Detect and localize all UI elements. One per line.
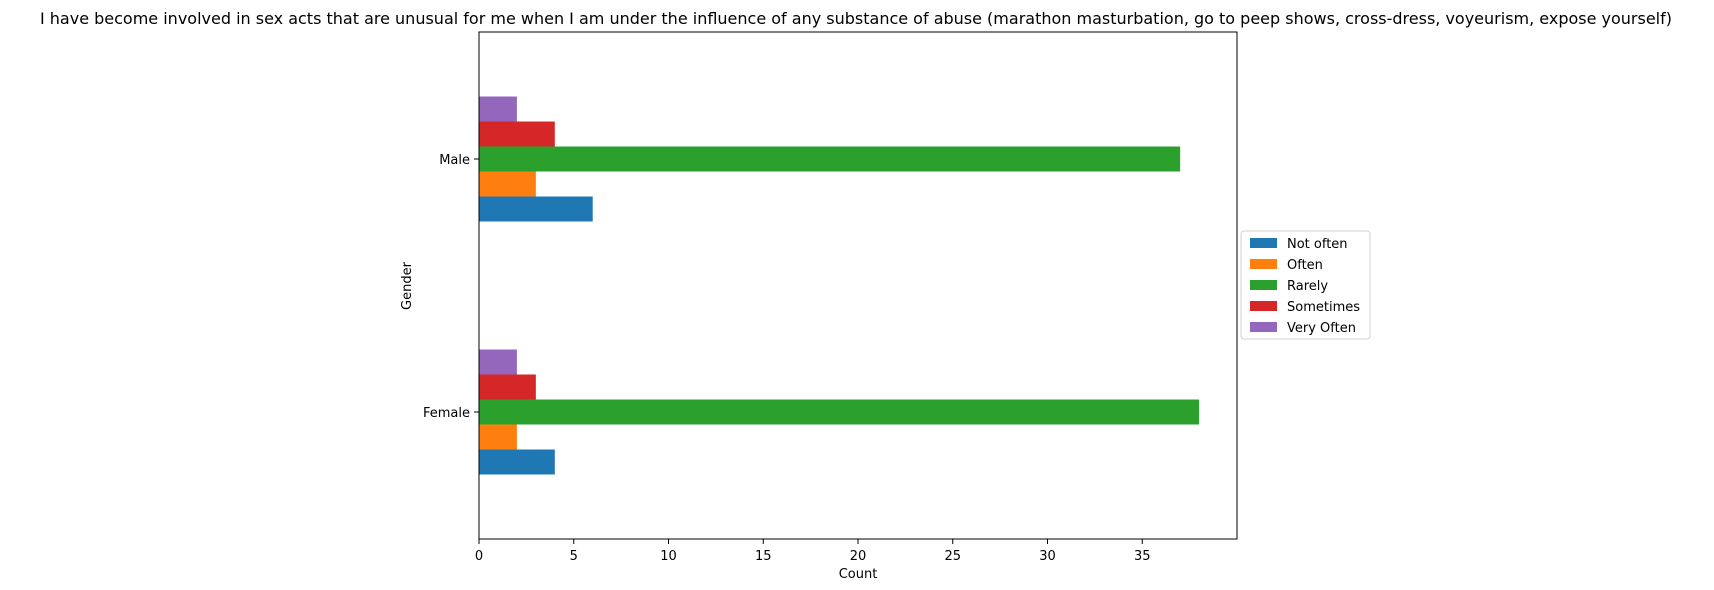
bar-male-sometimes xyxy=(479,121,555,147)
legend-label-very-often: Very Often xyxy=(1287,321,1356,336)
legend-swatch-sometimes xyxy=(1250,301,1277,311)
plot-frame xyxy=(478,31,1238,540)
bar-male-very-often xyxy=(479,96,517,122)
y-axis-label: Gender xyxy=(400,261,415,310)
legend-label-not-often: Not often xyxy=(1287,237,1348,252)
x-tick-label: 0 xyxy=(475,549,483,564)
bar-female-very-often xyxy=(479,349,517,375)
x-tick-label: 25 xyxy=(944,549,961,564)
y-axis: Female Male xyxy=(423,153,479,421)
bar-male-rarely xyxy=(479,146,1181,172)
legend-swatch-very-often xyxy=(1250,322,1277,332)
x-axis-label: Count xyxy=(839,567,878,582)
y-tick-label-male: Male xyxy=(439,153,470,168)
x-tick-label: 15 xyxy=(755,549,772,564)
legend-frame xyxy=(1240,230,1371,340)
bars-group xyxy=(479,96,1200,475)
bar-female-rarely xyxy=(479,399,1200,425)
chart-title: I have become involved in sex acts that … xyxy=(40,9,1672,28)
y-tick-label-female: Female xyxy=(423,406,470,421)
x-axis: 0 5 10 15 20 25 30 35 xyxy=(475,539,1151,564)
bar-male-often xyxy=(479,171,536,197)
x-tick-label: 20 xyxy=(850,549,867,564)
legend-label-sometimes: Sometimes xyxy=(1287,300,1360,315)
legend-label-rarely: Rarely xyxy=(1287,279,1328,294)
bar-female-sometimes xyxy=(479,374,536,400)
x-tick-label: 10 xyxy=(660,549,677,564)
legend: Not often Often Rarely Sometimes Very Often xyxy=(1240,230,1371,340)
bar-male-not-often xyxy=(479,196,593,222)
x-tick-label: 30 xyxy=(1039,549,1056,564)
legend-swatch-often xyxy=(1250,259,1277,269)
legend-swatch-not-often xyxy=(1250,238,1277,248)
x-tick-label: 5 xyxy=(570,549,578,564)
bar-female-often xyxy=(479,424,517,450)
x-tick-label: 35 xyxy=(1134,549,1151,564)
bar-female-not-often xyxy=(479,449,555,475)
legend-label-often: Often xyxy=(1287,258,1323,273)
legend-swatch-rarely xyxy=(1250,280,1277,290)
